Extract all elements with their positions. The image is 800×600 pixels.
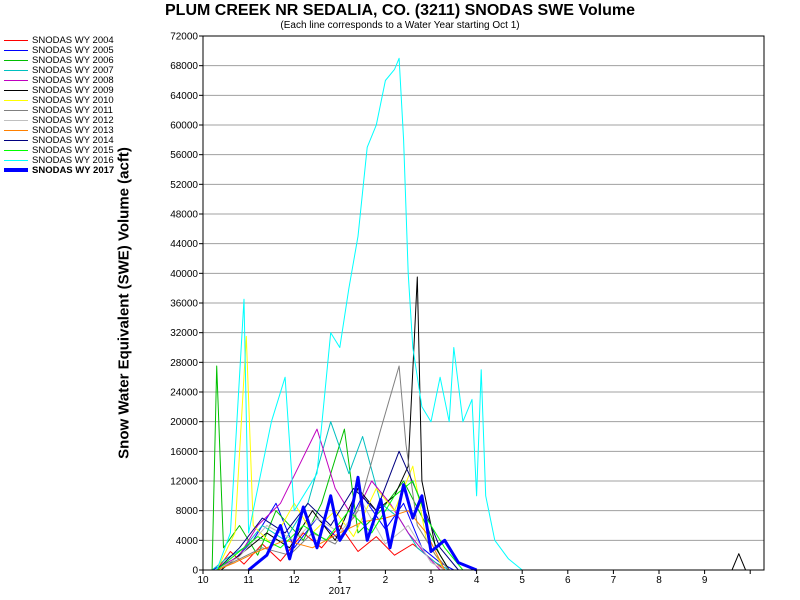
y-tick-label: 0 bbox=[192, 566, 198, 577]
y-tick-label: 24000 bbox=[170, 388, 198, 399]
legend-swatch bbox=[4, 69, 28, 71]
y-tick-label: 16000 bbox=[170, 447, 198, 458]
legend-swatch bbox=[4, 159, 28, 161]
legend-swatch bbox=[4, 49, 28, 51]
legend-swatch bbox=[4, 129, 28, 131]
chart-subtitle: (Each line corresponds to a Water Year s… bbox=[280, 20, 520, 31]
legend-label: SNODAS WY 2008 bbox=[32, 75, 114, 86]
x-tick-label: 5 bbox=[519, 575, 525, 586]
x-tick-label: 12 bbox=[289, 575, 301, 586]
legend-swatch bbox=[4, 89, 28, 91]
legend-item: SNODAS WY 2007 bbox=[4, 66, 114, 76]
legend-label: SNODAS WY 2011 bbox=[32, 105, 113, 116]
y-tick-label: 32000 bbox=[170, 328, 198, 339]
y-tick-label: 12000 bbox=[170, 477, 198, 488]
legend-item: SNODAS WY 2013 bbox=[4, 126, 114, 136]
series-line-wy-2007 bbox=[211, 421, 450, 571]
y-tick-label: 4000 bbox=[176, 536, 199, 547]
legend-item: SNODAS WY 2016 bbox=[4, 156, 114, 166]
x-tick-label: 11 bbox=[243, 575, 254, 586]
y-tick-label: 48000 bbox=[170, 210, 198, 221]
x-tick-label: 7 bbox=[611, 575, 617, 586]
y-tick-label: 28000 bbox=[170, 358, 198, 369]
legend-item: SNODAS WY 2008 bbox=[4, 76, 114, 86]
x-tick-label: 10 bbox=[197, 575, 209, 586]
legend-swatch bbox=[4, 39, 28, 41]
legend-item: SNODAS WY 2012 bbox=[4, 116, 114, 126]
legend-label: SNODAS WY 2009 bbox=[32, 85, 114, 96]
legend-label: SNODAS WY 2005 bbox=[32, 45, 114, 56]
legend-label: SNODAS WY 2006 bbox=[32, 55, 114, 66]
y-tick-label: 52000 bbox=[170, 180, 198, 191]
legend-item: SNODAS WY 2009 bbox=[4, 86, 114, 96]
legend-swatch bbox=[4, 149, 28, 151]
legend-label: SNODAS WY 2007 bbox=[32, 65, 114, 76]
x-tick-label: 1 bbox=[337, 575, 343, 586]
y-tick-label: 8000 bbox=[176, 506, 199, 517]
legend-label: SNODAS WY 2017 bbox=[32, 165, 115, 176]
y-tick-label: 56000 bbox=[170, 150, 198, 161]
x-tick-label: 6 bbox=[565, 575, 571, 586]
y-tick-label: 40000 bbox=[170, 269, 198, 280]
x-tick-label: 4 bbox=[474, 575, 480, 586]
x-tick-label: 8 bbox=[656, 575, 662, 586]
legend: SNODAS WY 2004 SNODAS WY 2005 SNODAS WY 20… bbox=[4, 36, 114, 176]
legend-swatch bbox=[4, 119, 28, 121]
series-line-wy-2017 bbox=[247, 475, 478, 572]
legend-item: SNODAS WY 2005 bbox=[4, 46, 114, 56]
y-tick-label: 60000 bbox=[170, 121, 198, 132]
series-line-wy-2016 bbox=[216, 57, 523, 571]
legend-label: SNODAS WY 2015 bbox=[32, 145, 114, 156]
legend-label: SNODAS WY 2012 bbox=[32, 115, 114, 126]
grid bbox=[203, 65, 764, 541]
legend-item: SNODAS WY 2004 bbox=[4, 36, 114, 46]
x-tick-label: 9 bbox=[702, 575, 708, 586]
series-line-wy-2006 bbox=[211, 365, 450, 571]
series-line-wy-2004 bbox=[216, 525, 446, 571]
legend-swatch bbox=[4, 109, 28, 111]
legend-item: SNODAS WY 2010 bbox=[4, 96, 114, 106]
y-tick-label: 36000 bbox=[170, 299, 198, 310]
legend-label: SNODAS WY 2016 bbox=[32, 155, 114, 166]
legend-swatch bbox=[4, 59, 28, 61]
legend-item: SNODAS WY 2017 bbox=[4, 166, 114, 176]
legend-item: SNODAS WY 2011 bbox=[4, 106, 114, 116]
legend-label: SNODAS WY 2014 bbox=[32, 135, 114, 146]
y-tick-label: 68000 bbox=[170, 61, 198, 72]
y-tick-label: 72000 bbox=[170, 32, 198, 43]
axes: 0 4000 8000 12000 16000 20000 24000 28000 32000 3… bbox=[170, 32, 751, 597]
series-line-wy-2008 bbox=[216, 428, 441, 571]
legend-swatch bbox=[4, 79, 28, 81]
legend-item: SNODAS WY 2006 bbox=[4, 56, 114, 66]
x-tick-label: 2 bbox=[383, 575, 389, 586]
legend-label: SNODAS WY 2004 bbox=[32, 35, 114, 46]
legend-item: SNODAS WY 2014 bbox=[4, 136, 114, 146]
legend-label: SNODAS WY 2013 bbox=[32, 125, 114, 136]
series-line-wy-2011 bbox=[216, 365, 450, 571]
y-tick-label: 20000 bbox=[170, 417, 198, 428]
chart-title: PLUM CREEK NR SEDALIA, CO. (3211) SNODAS… bbox=[165, 2, 635, 19]
y-tick-label: 44000 bbox=[170, 239, 198, 250]
legend-swatch bbox=[4, 139, 28, 141]
y-tick-label: 64000 bbox=[170, 91, 198, 102]
legend-item: SNODAS WY 2015 bbox=[4, 146, 114, 156]
legend-swatch bbox=[4, 168, 28, 173]
x-axis-year-label: 2017 bbox=[329, 586, 352, 597]
legend-label: SNODAS WY 2010 bbox=[32, 95, 114, 106]
x-tick-label: 3 bbox=[428, 575, 434, 586]
legend-swatch bbox=[4, 99, 28, 101]
